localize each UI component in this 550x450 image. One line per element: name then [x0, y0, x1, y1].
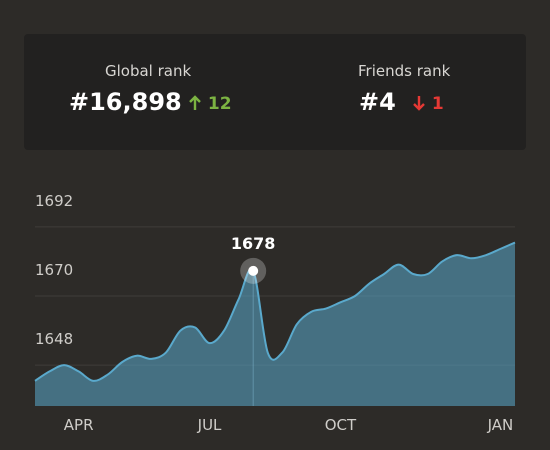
highlight-label: 1678	[231, 234, 276, 253]
friends-rank-label: Friends rank	[358, 62, 451, 80]
highlight-point	[248, 265, 259, 276]
area-line	[34, 241, 516, 382]
global-rank-value: #16,898	[69, 88, 182, 116]
area-fill	[35, 242, 515, 406]
arrow-down	[413, 96, 425, 111]
friends-change-text: 1	[431, 94, 444, 114]
y-tick-label: 1670	[35, 261, 73, 279]
x-tick-label: OCT	[325, 416, 357, 434]
y-tick-label: 1648	[35, 330, 73, 348]
y-tick-label: 1692	[35, 192, 73, 210]
chart: 1648 1670 1692 1678 APR JUL OCT JAN	[34, 192, 516, 434]
x-tick-label: APR	[64, 416, 94, 434]
rank-card: Global rank #16,898 12 Friends rank #4 1	[24, 34, 526, 150]
friends-rank-change: 1	[412, 94, 444, 114]
arrow-up	[189, 95, 201, 110]
global-change-text: 12	[207, 94, 232, 114]
global-rank-label: Global rank	[105, 62, 192, 80]
friends-rank-value: #4	[359, 88, 396, 116]
x-tick-label: JUL	[197, 416, 222, 434]
global-rank-change: 12	[188, 94, 232, 114]
x-tick-label: JAN	[487, 416, 514, 434]
